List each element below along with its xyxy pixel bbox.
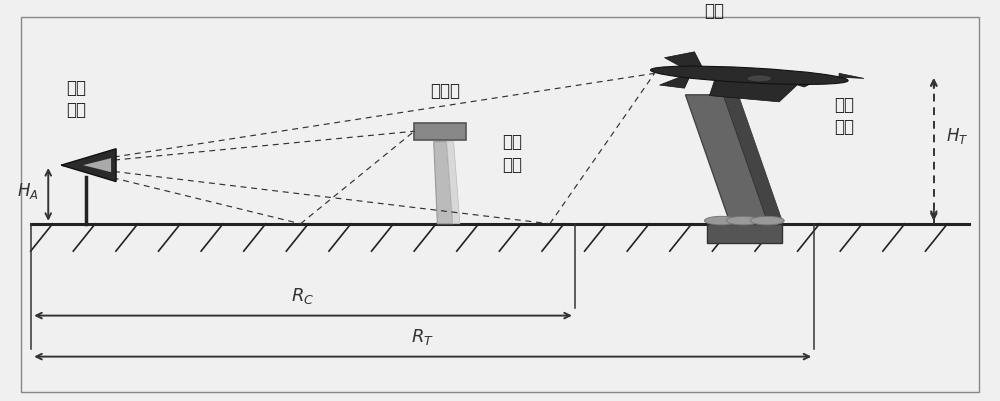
- Polygon shape: [789, 77, 824, 87]
- Text: 目标: 目标: [704, 2, 724, 20]
- Text: 雷达
天线: 雷达 天线: [66, 79, 86, 119]
- Ellipse shape: [704, 217, 738, 225]
- Text: 目标
支架: 目标 支架: [834, 96, 854, 136]
- Polygon shape: [61, 149, 116, 182]
- Polygon shape: [665, 52, 704, 71]
- Polygon shape: [660, 77, 689, 88]
- Text: $H_A$: $H_A$: [17, 180, 38, 200]
- Ellipse shape: [651, 66, 848, 85]
- Ellipse shape: [750, 217, 784, 225]
- Text: $R_C$: $R_C$: [291, 286, 315, 306]
- Text: $R_T$: $R_T$: [411, 327, 434, 347]
- Text: $H_T$: $H_T$: [946, 126, 968, 146]
- Polygon shape: [447, 142, 460, 224]
- Text: 定标
支架: 定标 支架: [502, 133, 522, 174]
- Polygon shape: [685, 95, 768, 224]
- Text: 定标体: 定标体: [430, 82, 460, 100]
- Ellipse shape: [726, 217, 760, 225]
- Polygon shape: [839, 73, 864, 79]
- Polygon shape: [83, 158, 111, 172]
- Ellipse shape: [747, 75, 772, 82]
- Polygon shape: [723, 95, 783, 224]
- Bar: [707, 224, 782, 243]
- Polygon shape: [709, 79, 804, 102]
- Bar: [414, 124, 466, 140]
- Polygon shape: [434, 142, 453, 224]
